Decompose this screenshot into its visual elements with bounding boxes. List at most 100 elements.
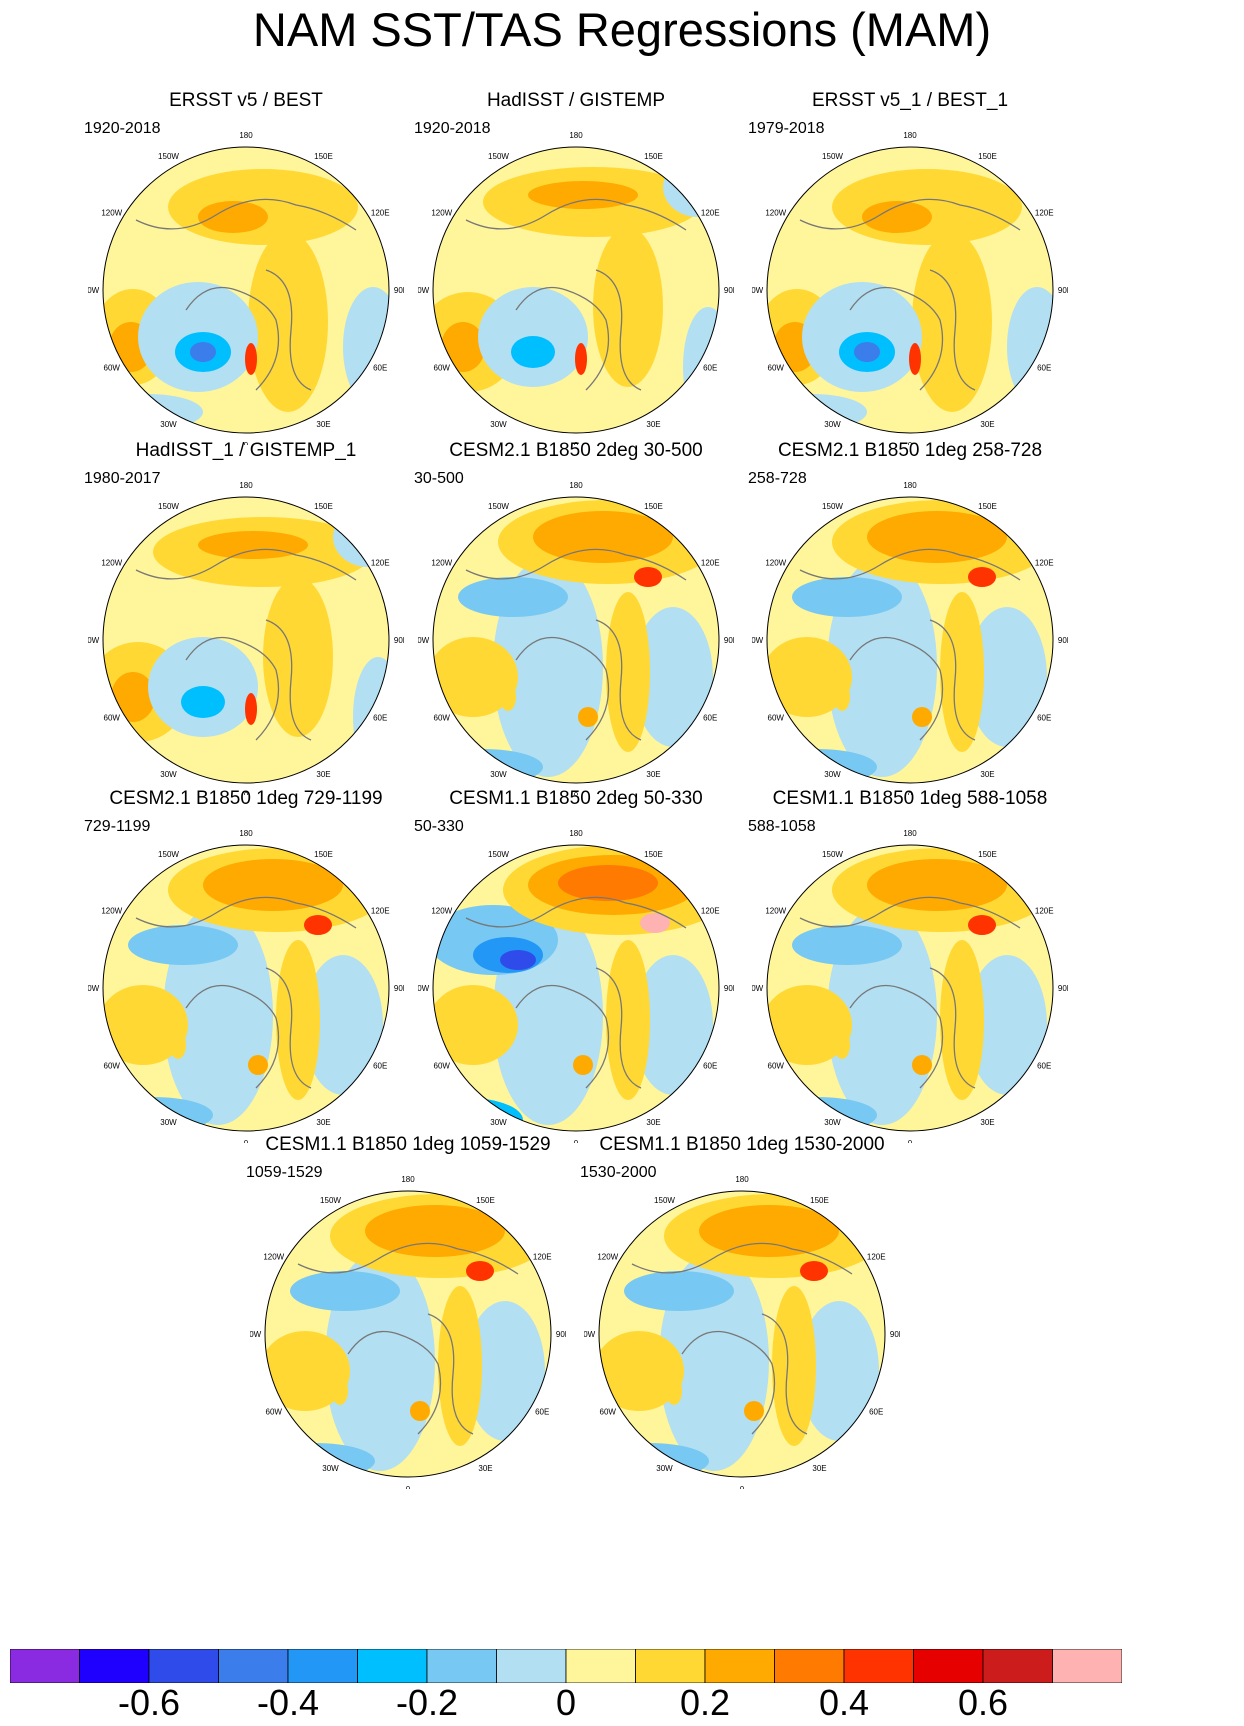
panel-period: 1920-2018 (84, 120, 161, 137)
longitude-label: 120W (765, 559, 786, 568)
anomaly-region (290, 1271, 400, 1311)
longitude-label: 90W (584, 1330, 596, 1339)
anomaly-region (198, 531, 308, 559)
longitude-label: 120E (533, 1253, 552, 1262)
colorbar-swatch (218, 1649, 289, 1683)
anomaly-region (128, 925, 238, 965)
anomaly-region (767, 985, 852, 1065)
anomaly-region (578, 707, 598, 727)
panel-period: 30-500 (414, 470, 464, 487)
longitude-label: 30E (478, 1464, 492, 1473)
anomaly-region (466, 1261, 494, 1281)
coastline (135, 548, 357, 741)
anomaly-region (968, 567, 996, 587)
longitude-label: 30W (824, 420, 841, 429)
longitude-label: 150W (822, 850, 843, 859)
polar-map: 180 150E 120E 90E 60E 30E 0 30W 60W 90W 120W 150W (752, 481, 1068, 795)
longitude-label: 30W (656, 1464, 673, 1473)
anomaly-region (332, 1377, 348, 1405)
longitude-label: 60E (1037, 714, 1051, 723)
panel-period: 1980-2017 (84, 470, 161, 487)
map-border (432, 844, 720, 1132)
longitude-label: 0 (908, 441, 913, 445)
longitude-label: 120E (701, 907, 720, 916)
longitude-label: 30E (316, 1118, 330, 1127)
coastline (135, 896, 357, 1089)
longitude-label: 150E (978, 152, 997, 161)
longitude-label: 60E (1037, 364, 1051, 373)
longitude-label: 90E (890, 1330, 900, 1339)
colorbar-swatch (287, 1649, 358, 1683)
anomaly-region (599, 1331, 684, 1411)
anomaly-region (834, 1031, 850, 1059)
longitude-label: 0 (908, 791, 913, 795)
longitude-label: 0 (574, 791, 579, 795)
colorbar-swatch (982, 1649, 1053, 1683)
anomaly-region (303, 955, 383, 1095)
longitude-label: 120E (371, 907, 390, 916)
anomaly-region (912, 1055, 932, 1075)
panel-title: CESM2.1 B1850 1deg 729-1199 (109, 788, 383, 809)
longitude-label: 180 (569, 829, 583, 838)
longitude-label: 0 (574, 1139, 579, 1143)
anomaly-region (103, 394, 203, 430)
longitude-label: 180 (569, 131, 583, 140)
map-panel: CESM1.1 B1850 2deg 50-330 180 150E 120E 90E 6… (406, 788, 746, 1148)
longitude-label: 90E (724, 984, 734, 993)
coastline (799, 896, 1021, 1089)
anomaly-region (500, 683, 516, 711)
longitude-label: 150E (644, 850, 663, 859)
longitude-label: 120W (597, 1253, 618, 1262)
longitude-label: 90W (418, 636, 430, 645)
polar-map: 180 150E 120E 90E 60E 30E 0 30W 60W 90W 120W 150W (88, 131, 404, 445)
polar-map: 180 150E 120E 90E 60E 30E 0 30W 60W 90W 120W 150W (418, 131, 734, 445)
longitude-label: 60W (768, 714, 785, 723)
longitude-label: 150E (978, 502, 997, 511)
longitude-label: 90E (1058, 984, 1068, 993)
colorbar-swatch (79, 1649, 150, 1683)
colorbar-tick-label: -0.6 (117, 1682, 181, 1723)
map-panel: CESM1.1 B1850 1deg 1059-1529 180 150E 120E 9… (238, 1134, 578, 1494)
anomaly-region (265, 1331, 350, 1411)
panel-period: 1920-2018 (414, 120, 491, 137)
map-panel: ERSST v5 / BEST 180 150E 120E 90E 60E 30E 0 30W 6… (76, 90, 416, 450)
anomaly-region (103, 985, 188, 1065)
panel-period: 258-728 (748, 470, 807, 487)
colorbar-tick-label: 0.6 (957, 1682, 1009, 1723)
anomaly-region (640, 913, 670, 933)
longitude-label: 150E (810, 1196, 829, 1205)
longitude-label: 180 (735, 1175, 749, 1184)
map-panel: HadISST / GISTEMP 180 150E 120E 90E 60E 30E 0 30… (406, 90, 746, 450)
longitude-label: 90E (1058, 286, 1068, 295)
polar-map: 180 150E 120E 90E 60E 30E 0 30W 60W 90W 120W 150W (88, 481, 404, 795)
anomaly-region (663, 157, 719, 217)
longitude-label: 150W (822, 152, 843, 161)
anomaly-region (245, 343, 257, 375)
anomaly-region (912, 707, 932, 727)
panel-period: 729-1199 (84, 818, 151, 835)
figure-title: NAM SST/TAS Regressions (MAM) (252, 3, 992, 56)
longitude-label: 150E (314, 152, 333, 161)
polar-map: 180 150E 120E 90E 60E 30E 0 30W 60W 90W 120W 150W (88, 829, 404, 1143)
map-border (766, 146, 1054, 434)
longitude-label: 180 (903, 829, 917, 838)
anomaly-region (867, 859, 1007, 911)
longitude-label: 120E (1035, 907, 1054, 916)
colorbar-swatch (426, 1649, 497, 1683)
longitude-label: 150E (644, 152, 663, 161)
anomaly-region (792, 577, 902, 617)
anomaly-region (433, 985, 518, 1065)
panel-title: CESM1.1 B1850 1deg 1530-2000 (599, 1134, 885, 1155)
longitude-label: 90W (418, 286, 430, 295)
map-panel: CESM1.1 B1850 1deg 1530-2000 180 150E 120E 9… (572, 1134, 912, 1494)
panel-title: CESM1.1 B1850 1deg 1059-1529 (265, 1134, 551, 1155)
longitude-label: 90W (88, 984, 100, 993)
longitude-label: 180 (569, 481, 583, 490)
longitude-label: 120E (701, 209, 720, 218)
anomaly-region (465, 1301, 545, 1441)
anomaly-region (198, 201, 268, 233)
panel-title: ERSST v5_1 / BEST_1 (811, 90, 1009, 111)
longitude-label: 120W (431, 559, 452, 568)
anomaly-region (333, 507, 389, 567)
colorbar-swatch (10, 1649, 80, 1683)
